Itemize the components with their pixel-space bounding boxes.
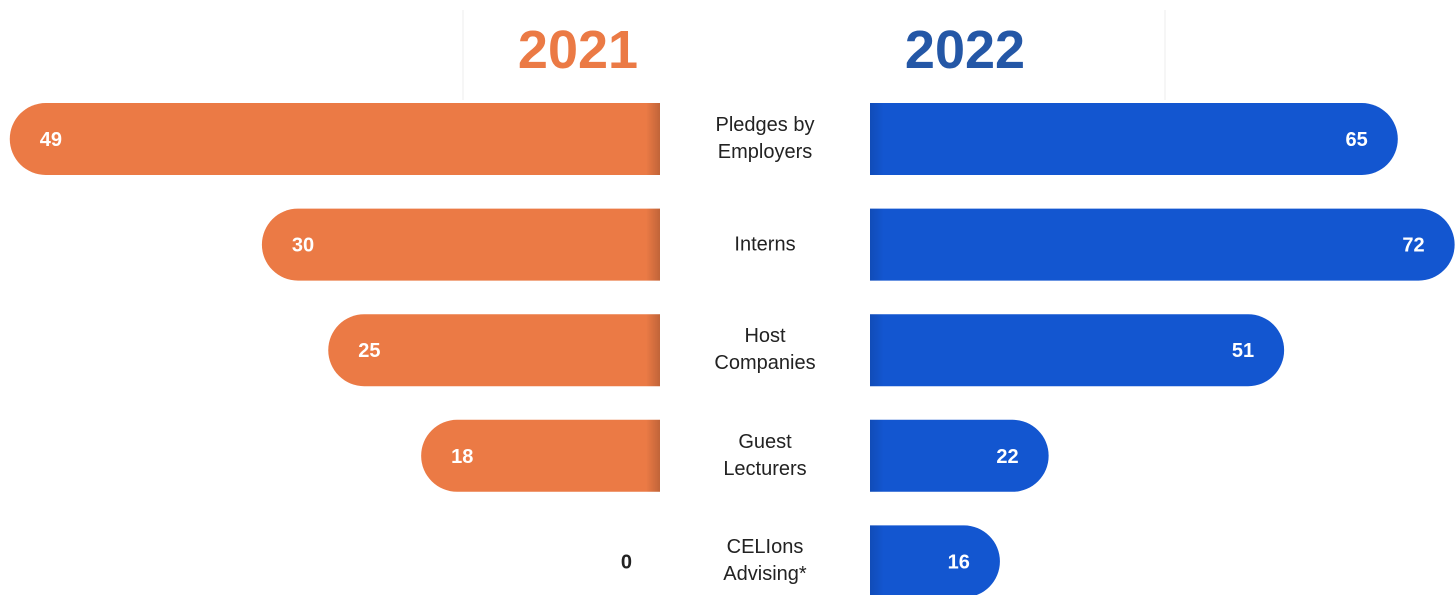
bar [421,419,660,492]
value-label: 30 [292,235,314,257]
value-label: 22 [996,446,1018,468]
bar [870,314,1285,387]
bar-shade [870,525,884,595]
value-label: 72 [1402,235,1424,257]
value-label: 16 [948,551,970,573]
value-label: 49 [40,129,62,151]
bar-shade [646,103,660,175]
category-label: Host Companies [714,325,816,375]
bar [870,419,1049,492]
bar [9,103,660,175]
bar-shade [646,208,660,281]
bar [261,208,660,281]
bar [870,103,1398,175]
value-label: 25 [358,340,380,362]
category-label: Pledges by Employers [715,114,815,163]
category-label: Interns [734,233,796,256]
series-header: 2022 [905,20,1025,80]
bar-shade [870,208,884,281]
bar [870,525,1000,595]
bar-shade [870,314,884,387]
value-label: 18 [451,446,473,468]
series-header: 2021 [518,20,638,80]
bar-shade [646,314,660,387]
value-label: 51 [1232,340,1254,362]
value-label: 0 [621,551,632,573]
bar-shade [870,419,884,492]
category-label: CELIons Advising* [723,536,807,586]
value-label: 65 [1346,129,1368,151]
bar [328,314,660,387]
bar-shade [870,103,884,175]
category-label: Guest Lecturers [723,430,807,480]
bar [870,208,1455,281]
bar-shade [646,419,660,492]
